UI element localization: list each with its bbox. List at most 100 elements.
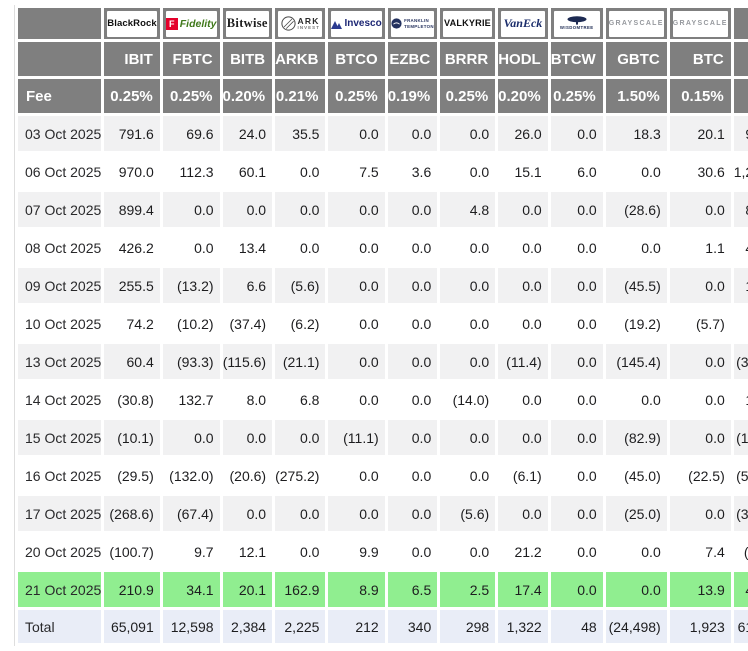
blackrock-wordmark: BlackRock (107, 18, 157, 29)
value-cell: 35.5 (275, 116, 326, 151)
value-cell: (93.3) (162, 344, 220, 379)
value-cell: 0.0 (440, 458, 496, 493)
value-cell: (275.2) (275, 458, 326, 493)
bitwise-wordmark: Bitwise (226, 16, 268, 30)
value-cell: 0.0 (605, 382, 667, 417)
date-cell: 16 Oct 2025 (18, 458, 102, 493)
ticker-total-empty-cell (733, 42, 748, 76)
total-value-cell: 65,091 (104, 610, 160, 643)
logo-cell-ibit: BlackRock (104, 8, 160, 39)
total-row: Total 65,091 12,598 2,384 2,225 212 340 298 1,32… (18, 610, 748, 643)
fee-cell-ezbc: 0.19% (387, 79, 438, 113)
value-cell: 8.9 (328, 572, 385, 607)
value-cell: 0.0 (550, 116, 603, 151)
ark-circle-icon (280, 16, 296, 31)
table-row: 15 Oct 2025 (10.1) 0.0 0.0 0.0 (11.1) 0.0 0.0 0.… (18, 420, 748, 455)
value-cell: (145.4) (605, 344, 667, 379)
ark-logo: ARK INVEST (278, 10, 323, 37)
value-cell: (37.4) (222, 306, 273, 341)
ticker-cell-btcw: BTCW (550, 42, 603, 76)
date-cell: 13 Oct 2025 (18, 344, 102, 379)
value-cell: 0.0 (605, 230, 667, 265)
value-cell: 477.2 (733, 572, 748, 607)
value-cell: 0.0 (222, 496, 273, 531)
value-cell: (30.8) (104, 382, 160, 417)
value-cell: (45.0) (605, 458, 667, 493)
value-cell: (67.4) (162, 496, 220, 531)
value-cell: 0.0 (275, 496, 326, 531)
ticker-cell-ibit: IBIT (104, 42, 160, 76)
value-cell: 0.0 (387, 420, 438, 455)
value-cell: 0.0 (387, 230, 438, 265)
value-cell: 21.2 (498, 534, 548, 569)
total-value-cell: 298 (440, 610, 496, 643)
ticker-cell-gbtc: GBTC (605, 42, 667, 76)
value-cell: (5.6) (275, 268, 326, 303)
valkyrie-logo: VALKYRIE (443, 10, 493, 37)
ticker-cell-hodl: HODL (498, 42, 548, 76)
value-cell: 2.5 (440, 572, 496, 607)
blackrock-logo: BlackRock (107, 10, 157, 37)
date-cell: 09 Oct 2025 (18, 268, 102, 303)
total-value-cell: 12,598 (162, 610, 220, 643)
issuer-logo-row: BlackRock F Fidelity Bitwise ARK INVEST Invesc… (18, 8, 748, 39)
table-row: 16 Oct 2025 (29.5) (132.0) (20.6) (275.2) 0.0… (18, 458, 748, 493)
logo-cell-fbtc: F Fidelity (162, 8, 220, 39)
ticker-cell-btc: BTC (669, 42, 731, 76)
value-cell: 0.0 (498, 192, 548, 227)
value-cell: 440.7 (733, 230, 748, 265)
value-cell: 20.1 (222, 572, 273, 607)
value-cell: 0.0 (498, 496, 548, 531)
logo-cell-arkb: ARK INVEST (275, 8, 326, 39)
vaneck-logo: VanEck (501, 10, 545, 37)
fee-row: Fee 0.25% 0.25% 0.20% 0.21% 0.25% 0.19% 0.25% 0.… (18, 79, 748, 113)
grayscale-logo: GRAYSCALE (672, 10, 728, 37)
value-cell: 0.0 (440, 420, 496, 455)
logo-cell-hodl: VanEck (498, 8, 548, 39)
value-cell: (13.2) (162, 268, 220, 303)
invesco-logo: Invesco (331, 10, 382, 37)
value-cell: 0.0 (669, 382, 731, 417)
fee-cell-btco: 0.25% (328, 79, 385, 113)
fidelity-wordmark: Fidelity (179, 17, 217, 30)
value-cell: 20.1 (669, 116, 731, 151)
value-cell: 0.0 (328, 116, 385, 151)
fee-cell-btc: 0.15% (669, 79, 731, 113)
value-cell: 24.0 (222, 116, 273, 151)
value-cell: 197.8 (733, 268, 748, 303)
value-cell: 0.0 (605, 154, 667, 189)
fee-cell-bitb: 0.20% (222, 79, 273, 113)
value-cell: 970.0 (104, 154, 160, 189)
ticker-empty-cell (18, 42, 102, 76)
value-cell: (28.6) (605, 192, 667, 227)
value-cell: (530.9) (733, 458, 748, 493)
value-cell: 4.8 (440, 192, 496, 227)
value-cell: 0.0 (222, 192, 273, 227)
logo-cell-btcw: WISDOMTREE (550, 8, 603, 39)
value-cell: 0.0 (387, 534, 438, 569)
ark-wordmark: ARK INVEST (298, 17, 320, 30)
table-row: 10 Oct 2025 74.2 (10.2) (37.4) (6.2) 0.0 0.0 0.… (18, 306, 748, 341)
value-cell: 0.0 (328, 458, 385, 493)
value-cell: 985.1 (733, 116, 748, 151)
value-cell: 0.0 (328, 192, 385, 227)
value-cell: 7.4 (669, 534, 731, 569)
fidelity-logo: F Fidelity (165, 10, 217, 37)
date-cell: 17 Oct 2025 (18, 496, 102, 531)
logo-cell-btco: Invesco (328, 8, 385, 39)
total-value-cell: 2,384 (222, 610, 273, 643)
value-cell: (115.6) (222, 344, 273, 379)
vaneck-wordmark: VanEck (503, 16, 543, 30)
date-cell: 03 Oct 2025 (18, 116, 102, 151)
value-cell: 0.0 (328, 344, 385, 379)
value-cell: 0.0 (669, 344, 731, 379)
value-cell: (268.6) (104, 496, 160, 531)
value-cell: 0.0 (550, 230, 603, 265)
fee-cell-gbtc: 1.50% (605, 79, 667, 113)
value-cell: 255.5 (104, 268, 160, 303)
value-cell: 60.1 (222, 154, 273, 189)
value-cell: (25.0) (605, 496, 667, 531)
value-cell: 6.8 (275, 382, 326, 417)
corner-cell (18, 8, 102, 39)
valkyrie-wordmark: VALKYRIE (444, 18, 492, 29)
